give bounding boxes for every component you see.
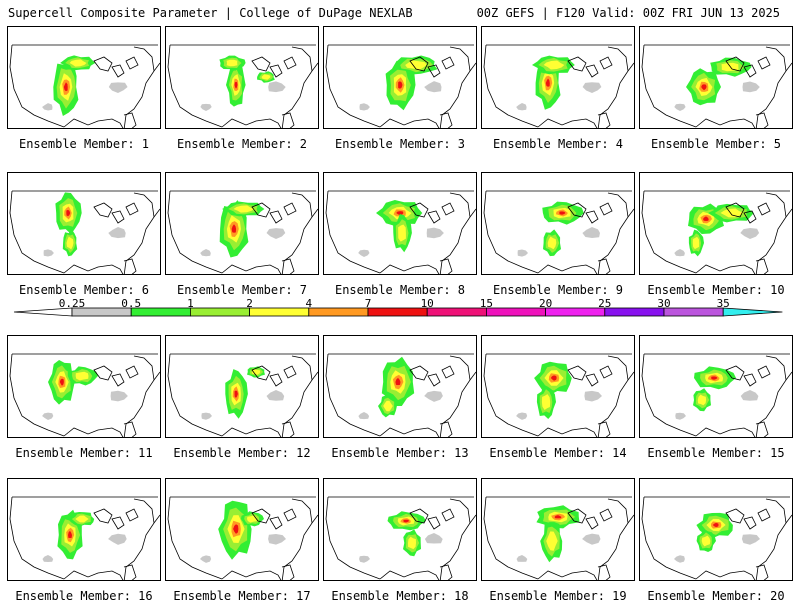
ensemble-map-panel xyxy=(639,26,793,129)
ensemble-map-panel xyxy=(165,335,319,438)
ensemble-map-panel xyxy=(7,26,161,129)
colorbar-tick-label: 7 xyxy=(364,297,372,310)
colorbar-tick-label: 20 xyxy=(538,297,553,310)
ensemble-map-panel xyxy=(7,172,161,275)
colorbar-tick-label: 10 xyxy=(420,297,434,310)
ensemble-map-panel xyxy=(639,335,793,438)
ensemble-member-label: Ensemble Member: 19 xyxy=(489,589,627,603)
ensemble-member-label: Ensemble Member: 9 xyxy=(492,283,624,297)
colorbar-tick-label: 30 xyxy=(657,297,671,310)
ensemble-map-panel xyxy=(323,172,477,275)
ensemble-map-panel xyxy=(323,26,477,129)
ensemble-member-label: Ensemble Member: 11 xyxy=(15,446,153,460)
colorbar-segment xyxy=(308,307,369,317)
ensemble-member-label: Ensemble Member: 18 xyxy=(331,589,469,603)
ensemble-member-label: Ensemble Member: 15 xyxy=(647,446,785,460)
colorbar-tick-label: 0.5 xyxy=(121,297,142,310)
color-scale-bar xyxy=(13,307,783,317)
ensemble-map-panel xyxy=(165,478,319,581)
colorbar-segment xyxy=(663,307,724,317)
colorbar-segment xyxy=(545,307,606,317)
ensemble-member-label: Ensemble Member: 8 xyxy=(334,283,466,297)
ensemble-map-panel xyxy=(481,335,635,438)
colorbar-tick-label: 25 xyxy=(598,297,612,310)
ensemble-member-label: Ensemble Member: 20 xyxy=(647,589,785,603)
colorbar-segment xyxy=(426,307,487,317)
ensemble-map-panel xyxy=(323,335,477,438)
colorbar-segment xyxy=(189,307,250,317)
colorbar-tick-label: 35 xyxy=(716,297,730,310)
ensemble-map-panel xyxy=(165,26,319,129)
ensemble-member-label: Ensemble Member: 4 xyxy=(492,137,624,151)
ensemble-member-label: Ensemble Member: 1 xyxy=(18,137,150,151)
colorbar-tick-label: 1 xyxy=(187,297,194,310)
ensemble-member-label: Ensemble Member: 13 xyxy=(331,446,469,460)
ensemble-map-panel xyxy=(7,478,161,581)
ensemble-map-panel xyxy=(481,26,635,129)
ensemble-member-label: Ensemble Member: 10 xyxy=(647,283,785,297)
ensemble-map-panel xyxy=(639,478,793,581)
colorbar-tick-label: 2 xyxy=(246,297,253,310)
ensemble-map-panel xyxy=(481,172,635,275)
ensemble-member-label: Ensemble Member: 16 xyxy=(15,589,153,603)
model-run-info: 00Z GEFS | F120 Valid: 00Z FRI JUN 13 20… xyxy=(476,6,780,20)
ensemble-member-label: Ensemble Member: 7 xyxy=(176,283,308,297)
ensemble-member-label: Ensemble Member: 2 xyxy=(176,137,308,151)
ensemble-map-panel xyxy=(481,478,635,581)
ensemble-member-label: Ensemble Member: 14 xyxy=(489,446,627,460)
colorbar-tick-label: 0.25 xyxy=(58,297,86,310)
colorbar-segment xyxy=(485,307,546,317)
ensemble-map-panel xyxy=(639,172,793,275)
colorbar-tick-label: 15 xyxy=(479,297,494,310)
map-title: Supercell Composite Parameter | College … xyxy=(8,6,413,20)
ensemble-map-panel xyxy=(7,335,161,438)
ensemble-member-label: Ensemble Member: 5 xyxy=(650,137,782,151)
ensemble-map-panel xyxy=(165,172,319,275)
ensemble-member-label: Ensemble Member: 3 xyxy=(334,137,466,151)
colorbar-segment xyxy=(604,307,665,317)
ensemble-member-label: Ensemble Member: 12 xyxy=(173,446,311,460)
colorbar-segment xyxy=(367,307,428,317)
colorbar-segment xyxy=(249,307,310,317)
ensemble-member-label: Ensemble Member: 17 xyxy=(173,589,311,603)
ensemble-map-panel xyxy=(323,478,477,581)
colorbar-tick-label: 4 xyxy=(305,297,313,310)
colorbar-segment xyxy=(722,307,783,317)
ensemble-member-label: Ensemble Member: 6 xyxy=(18,283,150,297)
